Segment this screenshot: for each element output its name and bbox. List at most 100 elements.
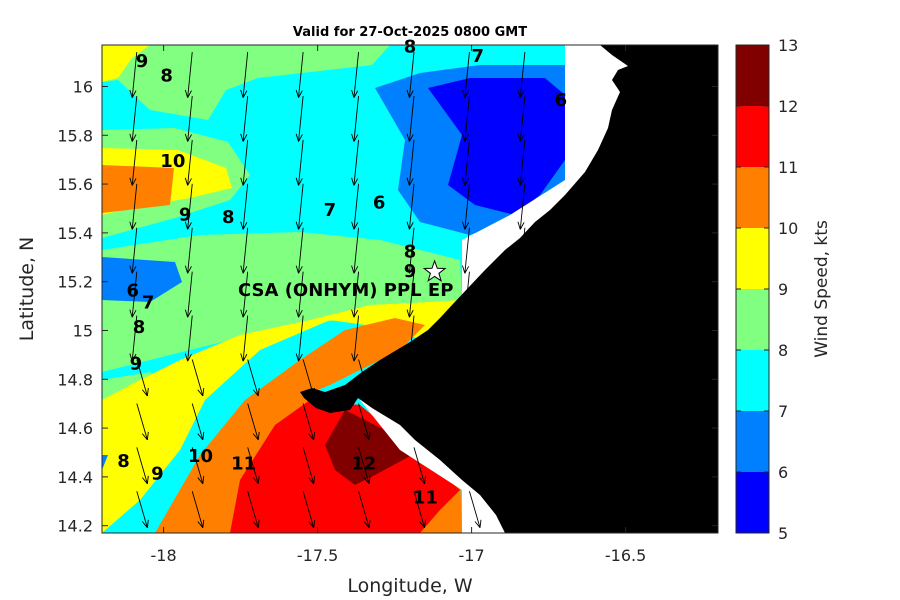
y-tick-label: 15.2 bbox=[57, 273, 93, 292]
field-8-9-center bbox=[102, 232, 462, 372]
wind-arrow bbox=[136, 359, 149, 397]
wind-arrow bbox=[184, 315, 193, 362]
wind-arrow bbox=[240, 315, 249, 362]
wind-arrow bbox=[462, 227, 470, 274]
field-12-13 bbox=[325, 410, 412, 485]
wind-arrow bbox=[406, 52, 415, 98]
site-marker bbox=[422, 259, 447, 283]
colorbar-band bbox=[736, 106, 769, 167]
wind-arrow bbox=[129, 315, 138, 362]
contour-label: 10 bbox=[188, 446, 213, 467]
wind-arrow bbox=[462, 139, 470, 186]
y-tick-label: 15.8 bbox=[57, 126, 93, 145]
wind-arrow bbox=[517, 227, 526, 274]
wind-arrow bbox=[517, 315, 526, 362]
wind-arrow bbox=[247, 403, 260, 441]
wind-arrow bbox=[136, 447, 149, 485]
wind-arrow bbox=[295, 315, 304, 362]
wind-arrow bbox=[129, 227, 138, 274]
contour-label: 8 bbox=[222, 207, 235, 228]
x-axis: -18 -17.5 -17 -16.5 bbox=[151, 45, 646, 565]
contour-label: 8 bbox=[160, 66, 173, 87]
wind-arrow bbox=[462, 183, 470, 230]
wind-arrow bbox=[240, 271, 249, 318]
wind-arrow bbox=[191, 359, 205, 397]
colorbar-tick-label: 6 bbox=[778, 463, 788, 482]
wind-arrow bbox=[358, 403, 371, 441]
wind-arrow bbox=[358, 491, 371, 528]
wind-arrow bbox=[406, 139, 415, 186]
y-tick-label: 15.6 bbox=[57, 175, 93, 194]
wind-arrow bbox=[247, 447, 260, 485]
field-8-9-north bbox=[102, 45, 390, 120]
contour-label: 9 bbox=[136, 51, 149, 72]
wind-arrow bbox=[247, 359, 260, 397]
y-tick-label: 14.6 bbox=[57, 419, 93, 438]
field-9-10-south bbox=[102, 300, 462, 533]
colorbar-tick-label: 9 bbox=[778, 280, 788, 299]
wind-arrow bbox=[295, 271, 304, 318]
wind-arrow bbox=[191, 447, 205, 485]
y-tick-label: 14.2 bbox=[57, 517, 93, 536]
contour-label: 9 bbox=[179, 205, 192, 226]
wind-arrow bbox=[129, 183, 138, 230]
chart-title: Valid for 27-Oct-2025 0800 GMT bbox=[293, 25, 527, 40]
colorbar-band bbox=[736, 45, 769, 106]
wind-arrow bbox=[524, 359, 537, 397]
wind-arrow bbox=[406, 183, 415, 230]
site-star bbox=[422, 259, 447, 283]
colorbar: 5 6 7 8 9 10 11 12 13 bbox=[735, 36, 798, 543]
wind-arrow bbox=[295, 227, 304, 274]
y-tick-label: 15 bbox=[73, 321, 93, 340]
wind-arrow bbox=[524, 491, 537, 528]
wind-arrow bbox=[524, 447, 537, 485]
contour-label: 7 bbox=[324, 200, 337, 221]
contour-label: 8 bbox=[117, 451, 130, 472]
field-10-11-west bbox=[102, 165, 174, 213]
wind-arrow bbox=[351, 315, 360, 362]
colorbar-label: Wind Speed, kts bbox=[812, 220, 832, 358]
wind-arrow bbox=[413, 447, 426, 485]
wind-arrow bbox=[136, 491, 149, 528]
colorbar-tick-label: 12 bbox=[778, 97, 798, 116]
colorbar-tick-label: 10 bbox=[778, 219, 798, 238]
wind-arrow bbox=[351, 227, 360, 274]
wind-arrow bbox=[462, 271, 470, 318]
wind-arrow bbox=[129, 139, 138, 186]
wind-arrow bbox=[413, 403, 426, 441]
wind-arrow bbox=[517, 52, 526, 98]
wind-arrow bbox=[406, 315, 415, 362]
wind-arrow bbox=[413, 491, 426, 528]
wind-arrow bbox=[351, 95, 360, 142]
wind-arrow bbox=[184, 139, 193, 186]
x-tick-label: -16.5 bbox=[605, 546, 646, 565]
contour-label: 8 bbox=[133, 317, 146, 338]
wind-arrow bbox=[295, 139, 304, 186]
wind-arrow bbox=[302, 359, 316, 397]
wind-vectors bbox=[129, 52, 537, 528]
land-mass bbox=[300, 45, 718, 533]
colorbar-tick-label: 5 bbox=[778, 524, 788, 543]
wind-arrow bbox=[184, 95, 193, 142]
contour-label: 8 bbox=[404, 241, 417, 262]
colorbar-band bbox=[736, 228, 769, 289]
contour-label: 8 bbox=[404, 36, 417, 57]
y-tick-label: 14.4 bbox=[57, 468, 93, 487]
wind-arrow bbox=[358, 447, 371, 485]
wind-arrow bbox=[129, 52, 138, 98]
contour-label: 6 bbox=[373, 192, 386, 213]
plot-area bbox=[102, 45, 718, 533]
wind-arrow bbox=[240, 183, 249, 230]
field-5-6-core bbox=[428, 78, 565, 215]
wind-arrow bbox=[240, 139, 249, 186]
wind-arrow bbox=[469, 359, 482, 397]
contour-label: 11 bbox=[231, 454, 256, 475]
wind-arrow bbox=[517, 95, 526, 142]
wind-arrow bbox=[351, 139, 360, 186]
wind-arrow bbox=[295, 183, 304, 230]
contour-label: 7 bbox=[471, 46, 484, 67]
wind-arrow bbox=[240, 227, 249, 274]
wind-arrow bbox=[184, 52, 193, 98]
x-tick-label: -17 bbox=[459, 546, 485, 565]
wind-arrow bbox=[469, 447, 482, 485]
